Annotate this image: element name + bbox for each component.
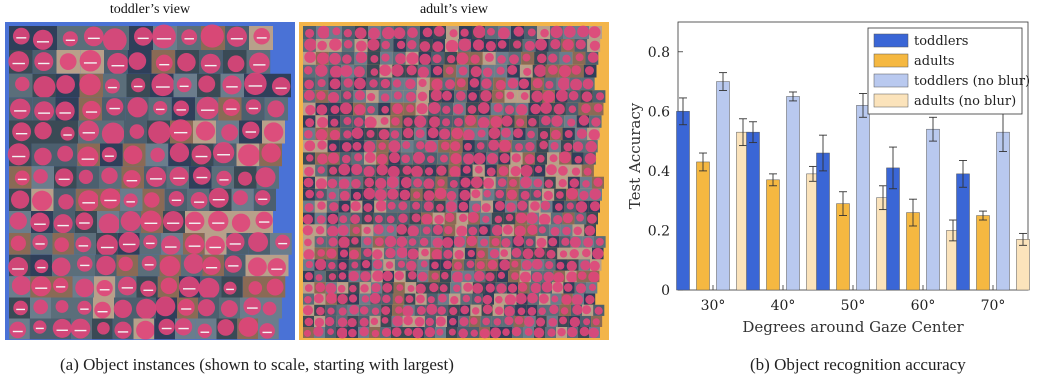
legend-swatch (873, 73, 909, 88)
error-bar (1019, 232, 1027, 246)
x-tick-label: 70° (981, 298, 1006, 314)
bar (766, 179, 780, 291)
error-bar (749, 121, 757, 144)
y-tick-label: 0 (661, 283, 670, 299)
bar (1016, 239, 1030, 291)
caption-b: (b) Object recognition accuracy (750, 355, 966, 374)
bar (836, 203, 850, 291)
x-tick-label: 50° (841, 298, 866, 314)
error-bar (959, 160, 967, 188)
error-bar (809, 165, 817, 182)
bar (816, 152, 830, 291)
y-tick-label: 0.8 (648, 45, 670, 61)
y-axis-label: Test Accuracy (626, 102, 644, 209)
legend-label: adults (no blur) (914, 94, 1016, 109)
toddler-view-title: toddler’s view (109, 2, 191, 17)
bar (856, 105, 870, 291)
toddler-view-mosaic (5, 22, 295, 340)
legend-label: toddlers (914, 34, 968, 49)
error-bar (949, 219, 957, 242)
y-tick-label: 0.2 (648, 223, 670, 239)
bar (716, 81, 730, 291)
error-bar (789, 91, 797, 102)
bar (696, 161, 710, 291)
bar (976, 215, 990, 291)
legend-label: toddlers (no blur) (914, 74, 1030, 89)
legend-label: adults (914, 54, 955, 69)
accuracy-bar-chart: 0 0.2 0.4 0.6 0.8 30° 40° 50° 60° 70° Degrees arou… (626, 21, 1030, 336)
bar (676, 111, 690, 291)
toddler-view-image (5, 22, 295, 340)
error-bar (909, 198, 917, 227)
legend-swatch (873, 93, 909, 108)
bar (926, 128, 940, 291)
bar (786, 96, 800, 291)
x-tick-label: 60° (911, 298, 936, 314)
adult-view-image (299, 22, 609, 340)
error-bar (699, 152, 707, 172)
bar (996, 131, 1010, 291)
error-bar (879, 185, 887, 211)
error-bar (929, 116, 937, 142)
x-tick-label: 30° (701, 298, 726, 314)
adult-view-mosaic (299, 22, 609, 340)
bar (956, 173, 970, 291)
adult-view-title: adult’s view (419, 2, 489, 17)
legend-swatch (873, 53, 909, 68)
x-axis-label: Degrees around Gaze Center (742, 318, 964, 336)
bar (746, 131, 760, 291)
error-bar (839, 191, 847, 217)
error-bar (819, 134, 827, 172)
legend: toddlers adults toddlers (no blur) adults (… (867, 27, 1030, 115)
x-tick-label: 40° (771, 298, 796, 314)
error-bar (889, 146, 897, 190)
error-bar (979, 210, 987, 221)
legend-swatch (873, 33, 909, 48)
error-bar (739, 118, 747, 147)
y-tick-label: 0.4 (648, 164, 670, 180)
error-bar (769, 173, 777, 187)
error-bar (679, 97, 687, 126)
caption-a: (a) Object instances (shown to scale, st… (60, 355, 454, 374)
y-tick-label: 0.6 (648, 104, 670, 120)
error-bar (859, 93, 867, 118)
error-bar (719, 72, 727, 91)
